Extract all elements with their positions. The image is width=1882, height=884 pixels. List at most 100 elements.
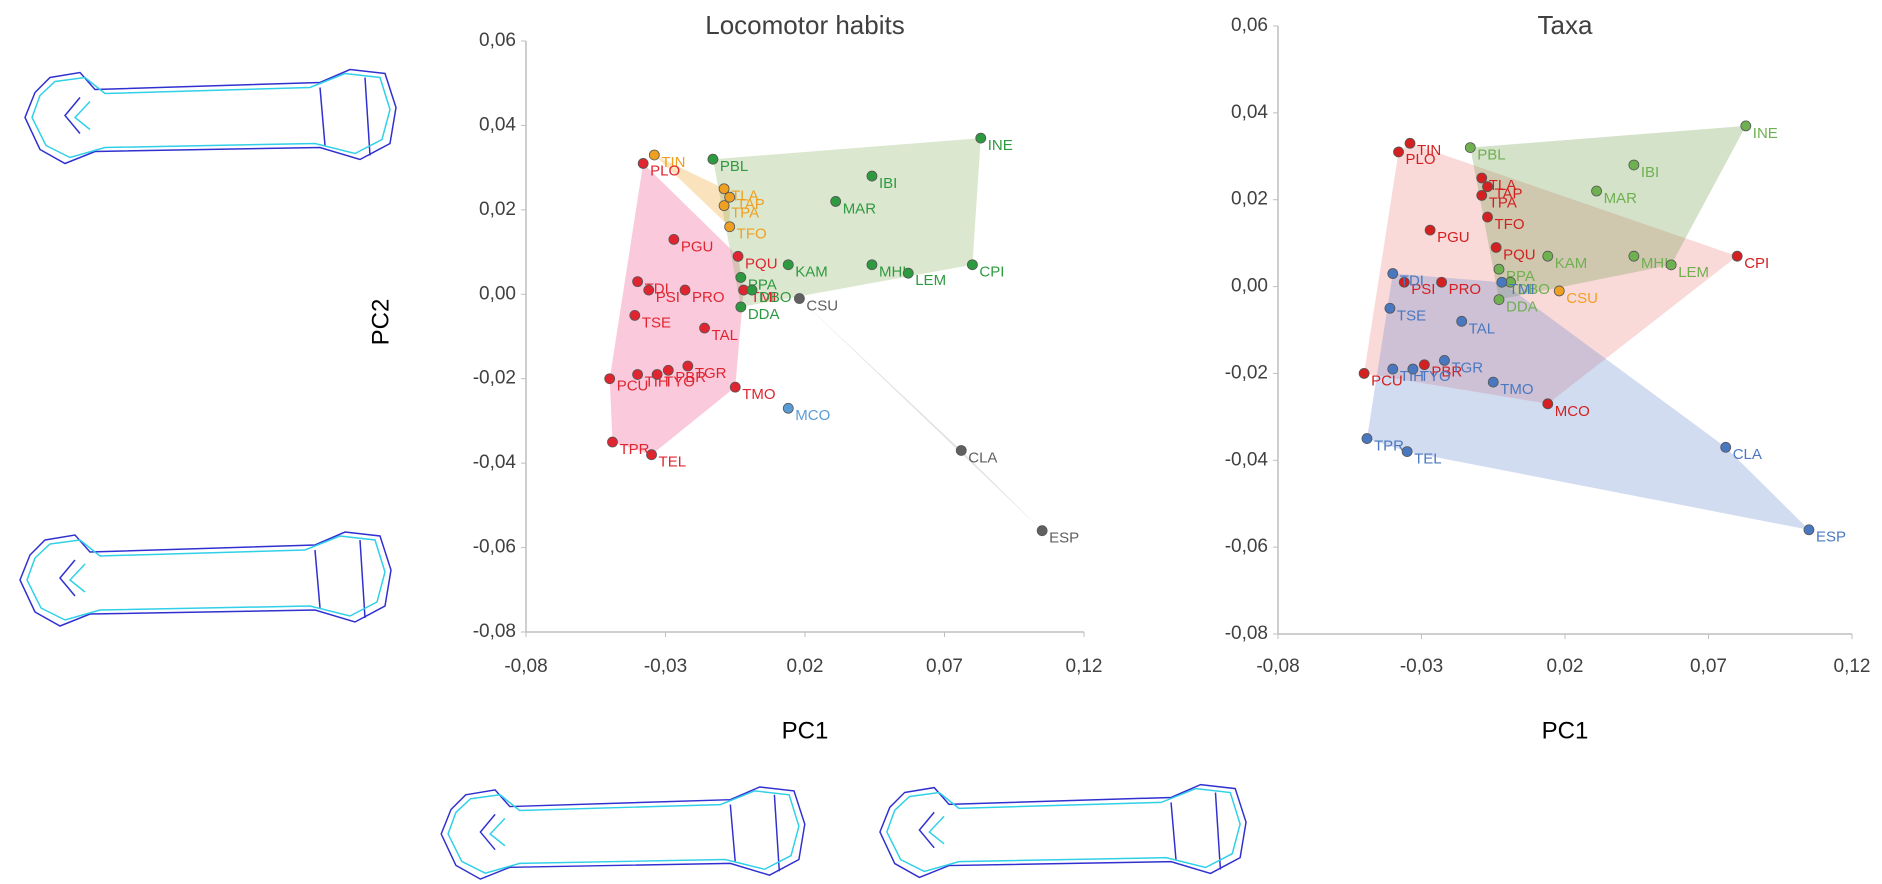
point [1732,251,1742,261]
shape-outline [20,532,391,626]
point [1543,399,1553,409]
point [607,437,617,447]
y-tick-label: -0,08 [1225,623,1268,644]
point-label: DBO [759,289,792,306]
point-label: TYO [1420,368,1451,385]
x-axis-label: PC1 [1542,717,1589,744]
point-label: PLO [650,162,680,179]
point-label: IBI [1641,164,1659,181]
point [736,272,746,282]
x-tick-label: 0,02 [1547,656,1584,677]
point-label: IBI [879,175,897,192]
point-label: PSI [656,289,680,306]
point [1483,182,1493,192]
point [1457,316,1467,326]
point-label: MAR [843,200,877,217]
chart-title: Locomotor habits [705,10,904,40]
point [976,133,986,143]
y-tick-label: 0,04 [1231,102,1268,123]
point-label: PCU [617,378,649,395]
point-label: LEM [915,272,946,289]
point [1394,147,1404,157]
point-label: TPR [1374,438,1404,455]
point [1592,186,1602,196]
point [1425,225,1435,235]
point-label: PGU [1437,229,1470,246]
point-label: CLA [1733,446,1762,463]
point-label: INE [1753,125,1778,142]
x-tick-label: 0,12 [1066,656,1103,677]
point [1402,447,1412,457]
point [683,361,693,371]
point [1494,264,1504,274]
x-axis-label: PC1 [782,717,829,744]
point-label: TGR [695,365,727,382]
shape-outline [25,70,396,164]
point [730,382,740,392]
point [669,234,679,244]
point-label: KAM [1555,255,1588,272]
point [633,277,643,287]
point [1405,138,1415,148]
point-label: PLO [1406,151,1436,168]
point-label: PRO [1449,281,1482,298]
y-tick-label: 0,02 [1231,189,1268,210]
point [680,285,690,295]
point [663,365,673,375]
point [1439,355,1449,365]
point-label: TSE [642,314,671,331]
point-label: MCO [1555,403,1590,420]
point-label: DDA [1506,299,1538,316]
point-label: DDA [748,306,780,323]
point-label: TEL [659,454,687,471]
group-hull [799,299,1042,531]
point-label: PQU [1503,246,1536,263]
point [1554,286,1564,296]
point [1488,377,1498,387]
point-label: TMO [1500,381,1533,398]
point [1385,303,1395,313]
point [794,294,804,304]
point [700,323,710,333]
point-label: MHI [879,264,907,281]
point [1804,525,1814,535]
y-tick-label: 0,04 [479,114,516,135]
point [652,369,662,379]
point [1494,295,1504,305]
point [967,260,977,270]
y-tick-label: -0,02 [1225,362,1268,383]
x-tick-label: 0,07 [1690,656,1727,677]
point-label: CPI [979,264,1004,281]
point-label: TPR [619,441,649,458]
point-label: TMI [1509,281,1535,298]
point-label: TSE [1397,307,1426,324]
point [708,154,718,164]
y-tick-label: 0,02 [479,199,516,220]
y-tick-label: -0,08 [473,621,516,642]
point [1629,251,1639,261]
point [867,171,877,181]
point-label: TMO [742,386,775,403]
point-label: CSU [1566,290,1598,307]
point [1477,173,1487,183]
point-label: CSU [806,297,838,314]
y-tick-label: -0,04 [473,452,517,473]
point-label: TGR [1451,359,1483,376]
y-tick-label: -0,06 [473,537,516,558]
point [725,222,735,232]
point-label: KAM [795,264,828,281]
point [1408,364,1418,374]
point-label: PRO [692,289,725,306]
point [1465,143,1475,153]
point [1543,251,1553,261]
point [630,310,640,320]
point-label: MHI [1641,255,1669,272]
point-label: CPI [1744,255,1769,272]
point-label: TPA [1489,194,1517,211]
x-tick-label: 0,12 [1834,656,1871,677]
x-tick-label: 0,02 [787,656,824,677]
point [1483,212,1493,222]
point [783,260,793,270]
point-label: PCU [1371,372,1403,389]
point-label: TEL [1414,451,1442,468]
